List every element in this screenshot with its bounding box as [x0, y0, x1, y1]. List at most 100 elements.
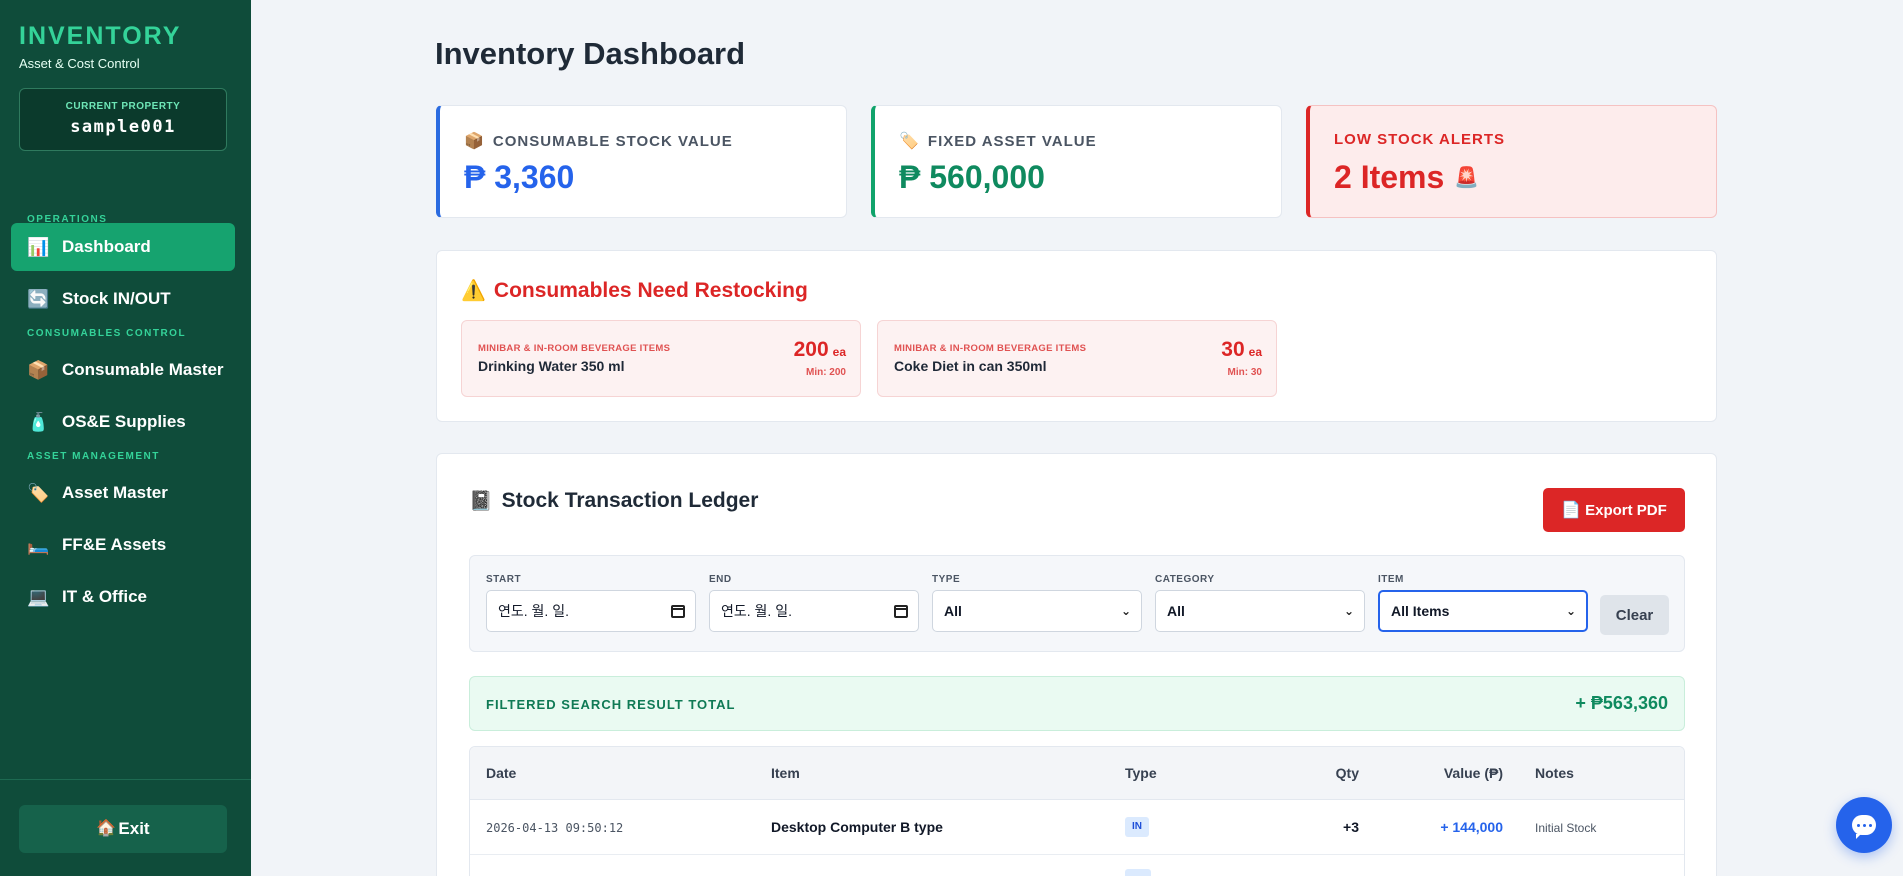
current-property-box: CURRENT PROPERTY sample001	[19, 88, 227, 151]
low-stock-alerts-label: LOW STOCK ALERTS	[1334, 131, 1505, 148]
item-select[interactable]: All Items ⌄	[1378, 590, 1588, 632]
type-select-value: All	[944, 603, 962, 619]
end-date-input[interactable]: 연도. 월. 일.	[709, 590, 919, 632]
filter-start-label: START	[486, 574, 522, 585]
consumable-stock-value-text: ₱ 3,360	[464, 159, 575, 195]
column-header-item[interactable]: Item	[771, 765, 800, 781]
column-header-qty[interactable]: Qty	[1335, 765, 1359, 781]
column-header-type[interactable]: Type	[1125, 765, 1157, 781]
low-stock-alerts-text: 2 Items	[1334, 159, 1445, 195]
category-select-value: All	[1167, 603, 1185, 619]
document-icon: 📄	[1561, 502, 1582, 519]
bottle-icon: 🧴	[27, 412, 50, 432]
fixed-asset-value-text: ₱ 560,000	[899, 159, 1045, 195]
column-header-value[interactable]: Value (₱)	[1443, 765, 1503, 781]
sidebar-item-it-office[interactable]: 💻 IT & Office	[11, 573, 235, 621]
chat-bubble-icon	[1852, 815, 1876, 839]
section-label-operations: OPERATIONS	[27, 214, 108, 225]
filter-item: ITEM All Items ⌄	[1378, 574, 1588, 632]
property-label: CURRENT PROPERTY	[65, 101, 181, 112]
restock-item-unit: ea	[832, 345, 846, 359]
home-icon: 🏠	[96, 820, 117, 837]
restock-item-qty: 200 ea	[794, 338, 846, 362]
restock-item-category: MINIBAR & IN-ROOM BEVERAGE ITEMS	[894, 343, 1087, 354]
restock-item-unit: ea	[1248, 345, 1262, 359]
filter-category: CATEGORY All ⌄	[1155, 574, 1365, 632]
restock-item-qty-value: 200	[793, 338, 829, 361]
column-header-date[interactable]: Date	[486, 765, 517, 781]
restock-item-name: Coke Diet in can 350ml	[894, 358, 1047, 374]
restock-title: ⚠️ Consumables Need Restocking	[461, 278, 808, 303]
sidebar-item-ose-supplies[interactable]: 🧴 OS&E Supplies	[11, 398, 235, 446]
clear-filters-button[interactable]: Clear	[1600, 595, 1669, 635]
restock-item-card[interactable]: MINIBAR & IN-ROOM BEVERAGE ITEMS Drinkin…	[461, 320, 861, 397]
restock-title-text: Consumables Need Restocking	[493, 278, 808, 302]
filter-category-label: CATEGORY	[1155, 574, 1215, 585]
restock-panel: ⚠️ Consumables Need Restocking MINIBAR &…	[436, 250, 1717, 422]
section-label-consumables: CONSUMABLES CONTROL	[27, 328, 187, 339]
sidebar-item-asset-master[interactable]: 🏷️ Asset Master	[11, 469, 235, 517]
tag-icon: 🏷️	[27, 483, 50, 503]
row-date: 2026-04-13 09:50:12	[486, 821, 624, 835]
ledger-title-text: Stock Transaction Ledger	[501, 489, 759, 512]
filtered-total-value: + ₱563,360	[1575, 693, 1668, 713]
calendar-icon[interactable]	[671, 604, 685, 618]
notebook-icon: 📓	[469, 491, 493, 512]
start-date-value: 연도. 월. 일.	[498, 603, 569, 619]
item-select-value: All Items	[1391, 603, 1450, 619]
table-row[interactable]: 2026-04-13 09:50:12 Desktop Computer B t…	[470, 800, 1684, 855]
package-icon: 📦	[27, 360, 50, 380]
sidebar-item-label: Dashboard	[62, 237, 151, 256]
restock-item-card[interactable]: MINIBAR & IN-ROOM BEVERAGE ITEMS Coke Di…	[877, 320, 1277, 397]
warning-icon: ⚠️	[461, 280, 486, 302]
sidebar-item-label: FF&E Assets	[62, 535, 167, 554]
sidebar-item-dashboard[interactable]: 📊 Dashboard	[11, 223, 235, 271]
row-item: Desktop Computer B type	[771, 819, 943, 835]
fixed-asset-value-label: FIXED ASSET VALUE	[927, 132, 1097, 150]
sidebar-item-label: Consumable Master	[62, 360, 224, 379]
restock-item-name: Drinking Water 350 ml	[478, 358, 625, 374]
consumable-stock-value: ₱ 3,360	[464, 159, 574, 196]
ledger-table: Date Item Type Qty Value (₱) Notes 2026-…	[469, 746, 1685, 876]
stat-label: 🏷️ FIXED ASSET VALUE	[899, 131, 1097, 151]
filter-type-label: TYPE	[932, 574, 961, 585]
sidebar-item-label: OS&E Supplies	[62, 412, 186, 431]
filtered-total-label: FILTERED SEARCH RESULT TOTAL	[486, 697, 736, 712]
page-title: Inventory Dashboard	[435, 36, 746, 71]
export-pdf-label: Export PDF	[1585, 501, 1667, 519]
sidebar-item-label: Stock IN/OUT	[62, 289, 171, 308]
sidebar-item-consumable-master[interactable]: 📦 Consumable Master	[11, 346, 235, 394]
category-select[interactable]: All ⌄	[1155, 590, 1365, 632]
row-notes: Initial Stock	[1535, 821, 1597, 835]
column-header-notes[interactable]: Notes	[1535, 765, 1574, 781]
sidebar-item-ffe-assets[interactable]: 🛏️ FF&E Assets	[11, 521, 235, 569]
restock-item-category: MINIBAR & IN-ROOM BEVERAGE ITEMS	[478, 343, 671, 354]
chat-button[interactable]	[1836, 797, 1892, 853]
row-qty: +3	[1343, 819, 1359, 835]
ledger-title: 📓 Stock Transaction Ledger	[469, 489, 758, 513]
restock-item-min: Min: 30	[1227, 367, 1262, 378]
export-pdf-button[interactable]: 📄 Export PDF	[1543, 488, 1685, 532]
property-value: sample001	[70, 117, 176, 137]
siren-icon: 🚨	[1454, 167, 1480, 189]
stat-label: LOW STOCK ALERTS	[1334, 131, 1505, 148]
type-select[interactable]: All ⌄	[932, 590, 1142, 632]
start-date-input[interactable]: 연도. 월. 일.	[486, 590, 696, 632]
filtered-total-bar: FILTERED SEARCH RESULT TOTAL + ₱563,360	[469, 676, 1685, 731]
table-row[interactable]	[470, 855, 1684, 876]
package-icon: 📦	[464, 133, 485, 150]
ledger-panel: 📓 Stock Transaction Ledger 📄 Export PDF …	[436, 453, 1717, 876]
sidebar-item-stock-in-out[interactable]: 🔄 Stock IN/OUT	[11, 275, 235, 323]
filter-bar: START 연도. 월. 일. END 연도. 월. 일. TYPE All ⌄…	[469, 555, 1685, 652]
exit-label: Exit	[118, 819, 150, 838]
fixed-asset-value-card: 🏷️ FIXED ASSET VALUE ₱ 560,000	[871, 105, 1282, 218]
laptop-icon: 💻	[27, 587, 50, 607]
calendar-icon[interactable]	[894, 604, 908, 618]
exit-button[interactable]: 🏠 Exit	[19, 805, 227, 853]
low-stock-alerts-card: LOW STOCK ALERTS 2 Items 🚨	[1306, 105, 1717, 218]
chevron-down-icon: ⌄	[1120, 604, 1131, 618]
brand-title: INVENTORY	[19, 22, 182, 50]
chevron-down-icon: ⌄	[1565, 604, 1576, 618]
type-badge: IN	[1125, 817, 1149, 837]
fixed-asset-value: ₱ 560,000	[899, 159, 1045, 196]
